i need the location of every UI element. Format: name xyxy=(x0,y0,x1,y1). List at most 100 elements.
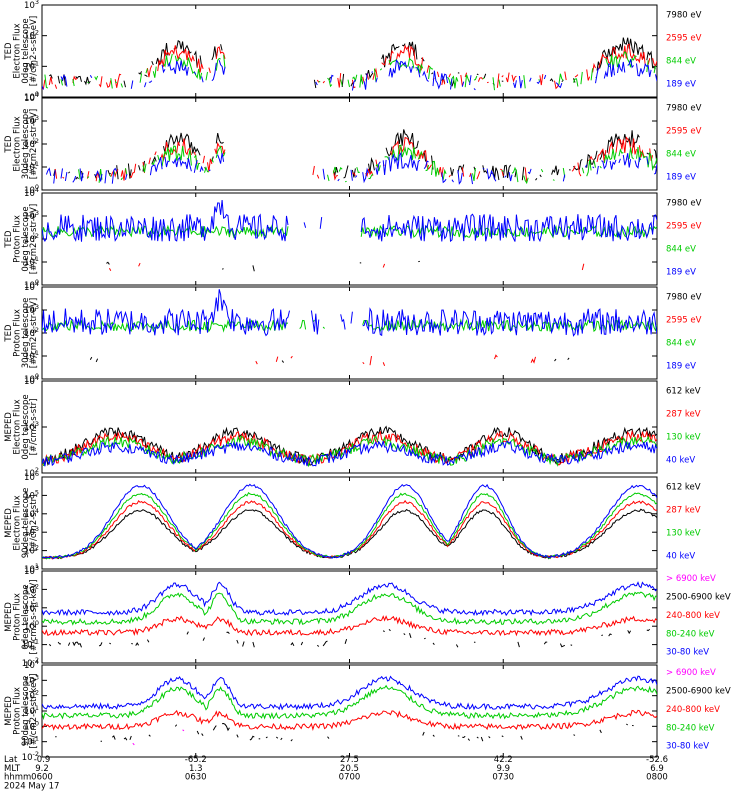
y-axis-label-line: Electron Flux xyxy=(12,23,22,78)
legend-entry: 2595 eV xyxy=(666,34,702,44)
y-axis-label-line: Electron Flux xyxy=(12,399,22,454)
flux-trace xyxy=(109,263,638,271)
y-axis-label-line: Electron Flux xyxy=(12,116,22,171)
x-tick-label: 0730 xyxy=(492,773,514,783)
y-axis-label-line: [#/cm2-s-str] xyxy=(29,399,39,456)
y-tick-label: 102 xyxy=(24,137,39,150)
flux-trace xyxy=(42,59,657,91)
y-tick-label: 102 xyxy=(24,582,39,595)
x-axis-row-label: MLT xyxy=(4,764,21,774)
y-axis-label-line: Proton Flux xyxy=(12,593,22,641)
legend-entry: 2500-6900 keV xyxy=(666,593,731,603)
y-tick-label: 101 xyxy=(24,704,39,717)
y-tick-label: 10-1 xyxy=(22,735,39,748)
legend-entry: 130 keV xyxy=(666,433,701,443)
legend-entry: 189 eV xyxy=(666,268,696,278)
flux-traces xyxy=(45,129,657,185)
y-tick-label: 10-2 xyxy=(22,656,39,669)
panel-frame xyxy=(41,570,658,664)
y-axis-label-line: 0deg telescope xyxy=(21,206,31,271)
flux-trace xyxy=(44,50,656,91)
flux-trace xyxy=(42,591,657,626)
x-tick-label: 42.2 xyxy=(494,755,513,765)
x-axis-row-label: Lat xyxy=(4,755,18,765)
legend-entry: 30-80 keV xyxy=(666,648,709,658)
flux-traces xyxy=(42,425,657,468)
y-axis-label-line: [#/cm2-s-str-eV] xyxy=(29,16,39,86)
y-tick-label: 101 xyxy=(24,349,39,362)
y-tick-label: 104 xyxy=(24,91,39,104)
legend-entry: 844 eV xyxy=(666,150,696,160)
date-label: 2024 May 17 xyxy=(4,781,59,791)
flux-trace xyxy=(106,261,648,271)
y-axis-label-line: MEPED xyxy=(4,696,14,726)
flux-trace xyxy=(55,138,655,182)
y-axis-label-line: [#/cm2-s-str-eV] xyxy=(29,298,39,368)
y-tick-label: 100 xyxy=(24,183,39,196)
legend-entry: 287 keV xyxy=(666,506,701,516)
legend-entry: 30-80 keV xyxy=(666,742,709,752)
y-tick-label: 101 xyxy=(24,59,39,72)
y-axis-label-line: [#/cm2-s-str-keV] xyxy=(29,580,39,655)
y-tick-label: 102 xyxy=(24,232,39,245)
x-tick-label: 20.5 xyxy=(340,764,359,774)
y-axis-label-line: [#/cm2-s-str-keV] xyxy=(29,674,39,749)
y-tick-label: 102 xyxy=(24,544,39,557)
y-axis-label-line: Proton Flux xyxy=(12,309,22,357)
x-tick-label: 0600 xyxy=(31,773,53,783)
flux-traces xyxy=(42,483,657,560)
legend-entry: 844 eV xyxy=(666,339,696,349)
flux-traces xyxy=(42,200,657,271)
flux-trace xyxy=(133,729,653,745)
y-tick-label: 103 xyxy=(24,673,39,686)
flux-trace xyxy=(42,440,657,467)
legend-entry: 189 eV xyxy=(666,362,696,372)
x-tick-label: 9.2 xyxy=(35,764,49,774)
flux-trace xyxy=(42,43,657,90)
x-axis-labels: Lat -0.9 -65.2 27.5 42.2 -52.6 MLT 9.2 1.3 20.5 9.… xyxy=(4,755,668,791)
legend-entry: > 6900 keV xyxy=(666,668,716,678)
flux-trace xyxy=(42,483,657,560)
legend-entry: 7980 eV xyxy=(666,11,702,21)
y-axis-label-line: [#/cm2-s-str-eV] xyxy=(29,204,39,274)
panel-frame xyxy=(41,286,658,380)
panel-frame xyxy=(41,664,658,758)
legend-entry: 844 eV xyxy=(666,245,696,255)
y-axis-label-line: MEPED xyxy=(4,412,14,442)
y-axis-label-line: [#/cm2-s-str-eV] xyxy=(29,109,39,179)
flux-trace xyxy=(42,200,657,243)
legend-entry: 240-800 keV xyxy=(666,705,720,715)
y-tick-label: 101 xyxy=(24,255,39,268)
flux-trace xyxy=(42,492,657,560)
legend-entry: 40 keV xyxy=(666,552,695,562)
y-tick-label: 102 xyxy=(24,466,39,479)
legend-entry: 189 eV xyxy=(666,80,696,90)
panel-frame xyxy=(41,192,658,286)
y-tick-label: 10-1 xyxy=(22,638,39,651)
y-tick-label: 102 xyxy=(24,29,39,42)
y-axis-label-line: 0deg telescope xyxy=(21,394,31,459)
y-tick-label: 103 xyxy=(24,0,39,11)
x-tick-label: -52.6 xyxy=(646,755,668,765)
x-tick-label: 9.9 xyxy=(496,764,510,774)
panel-frame xyxy=(41,4,658,98)
legend-entry: 2595 eV xyxy=(666,316,702,326)
legend-entry: 844 eV xyxy=(666,57,696,67)
y-axis-label-line: [#/cm2-s-str] xyxy=(29,495,39,552)
y-tick-label: 100 xyxy=(24,278,39,291)
flux-trace xyxy=(42,615,657,637)
x-tick-label: 0630 xyxy=(185,773,207,783)
y-axis-label-line: 90deg telescope xyxy=(21,676,31,747)
flux-trace xyxy=(45,151,657,185)
y-tick-label: 105 xyxy=(24,488,39,501)
y-tick-label: 101 xyxy=(24,601,39,614)
y-tick-label: 100 xyxy=(24,619,39,632)
y-tick-label: 104 xyxy=(24,507,39,520)
y-tick-label: 101 xyxy=(24,562,39,575)
